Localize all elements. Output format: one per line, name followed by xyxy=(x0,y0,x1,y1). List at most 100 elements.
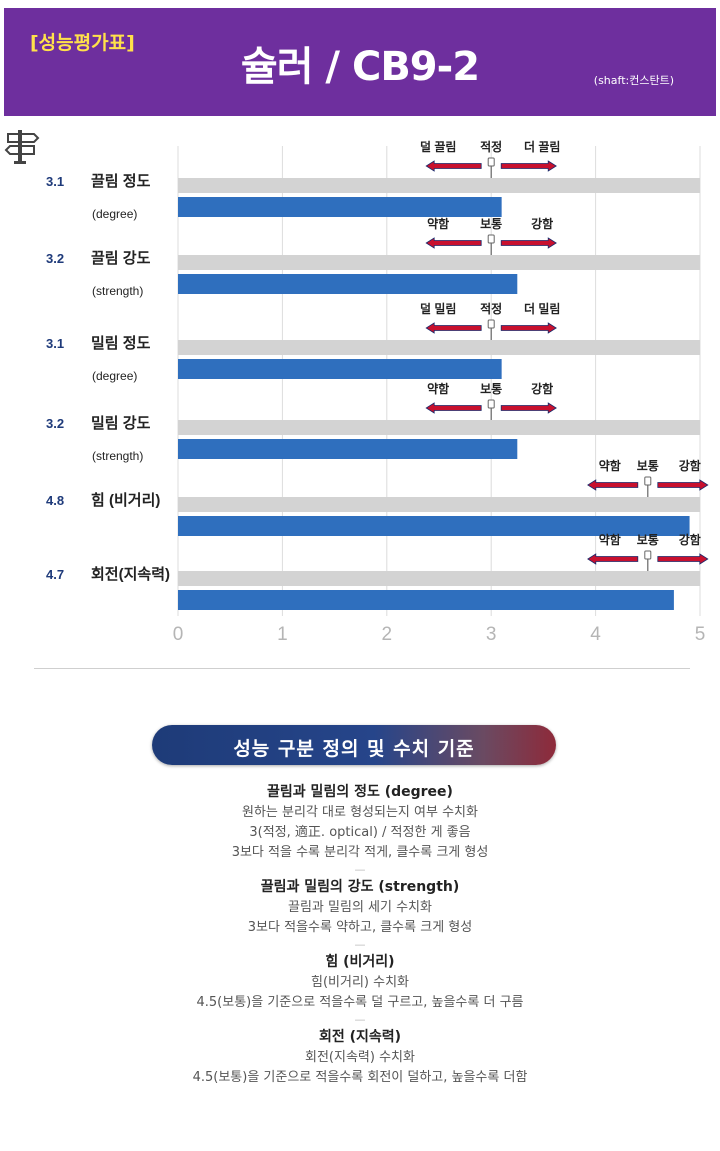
scale-legend: 덜 끌림 적정 더 끌림 xyxy=(420,139,560,178)
left-arrow xyxy=(425,160,482,172)
definition-title: 회전 (지속력) xyxy=(318,1029,402,1045)
category-label: 힘 (비거리) xyxy=(91,492,160,509)
bar-track xyxy=(178,497,700,512)
scale-legend-label: 약함 xyxy=(427,381,449,396)
category-label: 끌림 강도 xyxy=(91,249,151,267)
bar-track xyxy=(178,178,700,193)
scale-legend-label: 강함 xyxy=(531,216,553,231)
scale-legend-label: 약함 xyxy=(599,532,621,547)
scale-legend-label: 적정 xyxy=(480,301,502,316)
definition-line: 3보다 적을 수록 분리각 적게, 클수록 크게 형성 xyxy=(231,845,489,860)
definition-line: 4.5(보통)을 기준으로 적을수록 덜 구르고, 높을수록 더 구름 xyxy=(196,995,524,1010)
scale-legend: 약함 보통 강함 xyxy=(587,458,709,497)
definition-separator: — xyxy=(354,1013,366,1026)
shaft-info: (shaft:컨스탄트) xyxy=(593,74,674,87)
x-tick-label: 5 xyxy=(695,624,706,645)
pin-icon xyxy=(487,399,495,420)
definition-title: 끌림과 밀림의 강도 (strength) xyxy=(260,879,460,895)
signpost-icon xyxy=(4,130,40,164)
category-label: 밀림 강도 xyxy=(91,414,151,432)
right-arrow xyxy=(500,160,557,172)
definition-line: 힘(비거리) 수치화 xyxy=(311,975,409,990)
x-tick-label: 0 xyxy=(173,624,184,645)
category-sublabel: (strength) xyxy=(92,449,143,463)
scale-legend-label: 덜 끌림 xyxy=(420,140,456,154)
definition-line: 4.5(보통)을 기준으로 적을수록 회전이 덜하고, 높을수록 더함 xyxy=(192,1070,528,1085)
pin-icon xyxy=(487,234,495,255)
right-arrow xyxy=(500,237,557,249)
scale-legend-label: 강함 xyxy=(531,381,553,396)
pin-icon xyxy=(487,319,495,340)
scale-legend-label: 적정 xyxy=(480,139,502,154)
score-label: 4.8 xyxy=(46,493,64,508)
right-arrow xyxy=(500,322,557,334)
definition-separator: — xyxy=(354,938,366,951)
scale-legend: 약함 보통 강함 xyxy=(587,532,709,571)
value-bar xyxy=(178,516,690,536)
right-arrow xyxy=(657,553,709,565)
right-arrow xyxy=(657,479,709,491)
right-arrow xyxy=(500,402,557,414)
x-tick-label: 2 xyxy=(382,624,393,645)
definition-title: 힘 (비거리) xyxy=(325,954,395,970)
scale-legend-label: 약함 xyxy=(599,458,621,473)
category-label: 회전(지속력) xyxy=(91,565,170,583)
definition-line: 끌림과 밀림의 세기 수치화 xyxy=(288,900,432,915)
definition-line: 3(적정, 適正. optical) / 적정한 게 좋음 xyxy=(249,825,471,840)
bar-track xyxy=(178,340,700,355)
x-tick-label: 4 xyxy=(590,624,601,645)
pin-icon xyxy=(644,476,652,497)
definition-line: 3보다 적을수록 약하고, 클수록 크게 형성 xyxy=(247,920,473,935)
definitions-section: 끌림과 밀림의 정도 (degree) 원하는 분리각 대로 형성되는지 여부 수… xyxy=(0,782,720,1088)
definition-banner: 성능 구분 정의 및 수치 기준 xyxy=(152,725,556,765)
left-arrow xyxy=(425,237,482,249)
value-bar xyxy=(178,590,674,610)
section-divider xyxy=(34,668,690,669)
scale-legend-label: 더 끌림 xyxy=(524,139,560,154)
left-arrow xyxy=(587,553,639,565)
definition-line: 원하는 분리각 대로 형성되는지 여부 수치화 xyxy=(242,805,478,820)
value-bar xyxy=(178,359,502,379)
pin-icon xyxy=(644,550,652,571)
value-bar xyxy=(178,439,518,459)
evaluation-tag: [성능평가표] xyxy=(30,32,135,54)
pin-icon xyxy=(487,157,495,178)
category-sublabel: (degree) xyxy=(92,369,137,383)
scale-legend-label: 보통 xyxy=(480,216,502,231)
x-tick-label: 1 xyxy=(277,624,288,645)
scale-legend-label: 보통 xyxy=(637,532,659,547)
score-label: 3.1 xyxy=(46,336,64,351)
left-arrow xyxy=(425,322,482,334)
definition-block: 회전 (지속력) 회전(지속력) 수치화 4.5(보통)을 기준으로 적을수록 회전… xyxy=(0,1027,720,1088)
score-label: 3.1 xyxy=(46,174,64,189)
scale-legend: 약함 보통 강함 xyxy=(425,381,557,420)
definition-block: 힘 (비거리) 힘(비거리) 수치화 4.5(보통)을 기준으로 적을수록 덜 구르… xyxy=(0,952,720,1027)
performance-chart: 3.1 끌림 정도 (degree) 3.2 끌림 강도 (strength) 3.1 밀림 … xyxy=(4,130,709,645)
scale-legend-label: 강함 xyxy=(679,532,701,547)
scale-legend-label: 강함 xyxy=(679,458,701,473)
score-label: 3.2 xyxy=(46,416,64,431)
category-label: 밀림 정도 xyxy=(91,334,151,352)
score-label: 3.2 xyxy=(46,251,64,266)
definition-block: 끌림과 밀림의 강도 (strength) 끌림과 밀림의 세기 수치화 3보다 적… xyxy=(0,877,720,952)
definition-separator: — xyxy=(354,863,366,876)
bar-track xyxy=(178,255,700,270)
scale-legend-label: 더 밀림 xyxy=(524,301,560,316)
scale-legend-label: 보통 xyxy=(637,458,659,473)
definition-title: 끌림과 밀림의 정도 (degree) xyxy=(267,784,453,800)
value-bar xyxy=(178,197,502,217)
category-sublabel: (strength) xyxy=(92,284,143,298)
score-label: 4.7 xyxy=(46,567,64,582)
x-tick-label: 3 xyxy=(486,624,497,645)
category-sublabel: (degree) xyxy=(92,207,137,221)
scale-legend-label: 약함 xyxy=(427,216,449,231)
left-arrow xyxy=(587,479,639,491)
header-banner: [성능평가표] 슐러 / CB9-2 (shaft:컨스탄트) xyxy=(4,8,716,116)
scale-legend-label: 보통 xyxy=(480,381,502,396)
definition-line: 회전(지속력) 수치화 xyxy=(305,1050,415,1065)
bar-track xyxy=(178,420,700,435)
category-label: 끌림 정도 xyxy=(91,172,151,190)
scale-legend: 덜 밀림 적정 더 밀림 xyxy=(420,301,560,340)
value-bar xyxy=(178,274,518,294)
bar-track xyxy=(178,571,700,586)
